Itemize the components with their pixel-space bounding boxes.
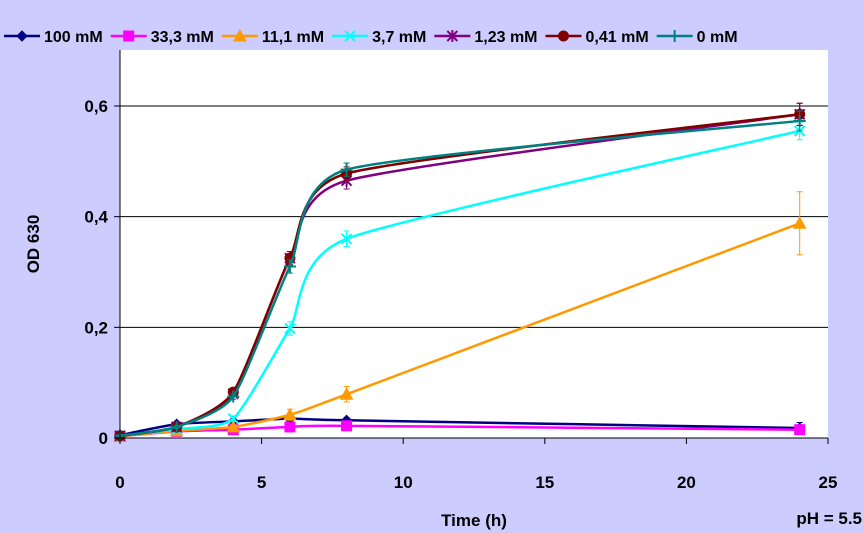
y-tick-label-0: 0 xyxy=(99,429,108,448)
legend-item-6: 0 mM xyxy=(656,29,738,46)
legend-item-4: 1,23 mM xyxy=(434,29,538,46)
point-2-3 xyxy=(283,407,297,421)
series-line-6 xyxy=(119,119,800,438)
ph-annotation: pH = 5.5 xyxy=(796,509,862,528)
x-tick-label-3: 15 xyxy=(535,473,554,492)
legend-label-2: 11,1 mM xyxy=(262,29,324,46)
point-1-3 xyxy=(284,421,296,433)
point-3-4 xyxy=(340,233,353,245)
x-axis-label: Time (h) xyxy=(441,511,507,530)
point-6-1 xyxy=(170,420,183,433)
point-6-4 xyxy=(340,163,353,176)
legend-item-3: 3,7 mM xyxy=(332,29,426,46)
y-tick-label-3: 0,6 xyxy=(84,97,108,116)
axes: 0 0,2 0,4 0,6 0 5 10 15 20 25 xyxy=(84,50,837,492)
plot-area xyxy=(120,50,828,438)
legend-marker-4 xyxy=(446,30,459,42)
point-6-3 xyxy=(283,260,296,273)
legend-label-0: 100 mM xyxy=(44,29,103,46)
x-tick-label-1: 5 xyxy=(257,473,266,492)
legend-label-3: 3,7 mM xyxy=(372,29,426,46)
y-axis-label: OD 630 xyxy=(24,215,43,274)
point-2-4 xyxy=(339,387,354,400)
point-2-2 xyxy=(226,419,241,433)
point-2-5 xyxy=(792,216,807,229)
legend-marker-5 xyxy=(558,30,569,42)
legend-label-5: 0,41 mM xyxy=(586,29,649,46)
x-tick-label-2: 10 xyxy=(394,473,413,492)
x-tick-label-0: 0 xyxy=(115,473,124,492)
y-tick-label-1: 0,2 xyxy=(84,318,108,337)
legend-item-1: 33,3 mM xyxy=(110,29,214,46)
x-tick-label-5: 25 xyxy=(819,473,838,492)
grid xyxy=(120,105,828,328)
legend-label-4: 1,23 mM xyxy=(474,29,537,46)
legend-item-5: 0,41 mM xyxy=(545,29,649,46)
point-3-3 xyxy=(284,322,296,335)
point-6-5 xyxy=(793,114,806,127)
legend-marker-0 xyxy=(16,30,28,42)
legend-item-0: 100 mM xyxy=(4,29,103,46)
legend-item-2: 11,1 mM xyxy=(221,28,324,46)
point-1-4 xyxy=(341,420,353,432)
point-3-2 xyxy=(227,412,239,425)
point-1-5 xyxy=(794,424,806,436)
legend-label-1: 33,3 mM xyxy=(151,29,214,46)
legend: 100 mM 33,3 mM 11,1 mM 3,7 mM 1,23 mM 0,41 mM… xyxy=(4,28,738,46)
legend-marker-6 xyxy=(668,30,681,42)
legend-marker-3 xyxy=(344,30,356,42)
y-tick-label-2: 0,4 xyxy=(84,208,108,227)
legend-marker-2 xyxy=(233,28,247,42)
point-6-2 xyxy=(227,390,240,403)
legend-marker-1 xyxy=(123,30,135,42)
x-tick-label-4: 20 xyxy=(677,473,696,492)
legend-label-6: 0 mM xyxy=(697,29,738,46)
